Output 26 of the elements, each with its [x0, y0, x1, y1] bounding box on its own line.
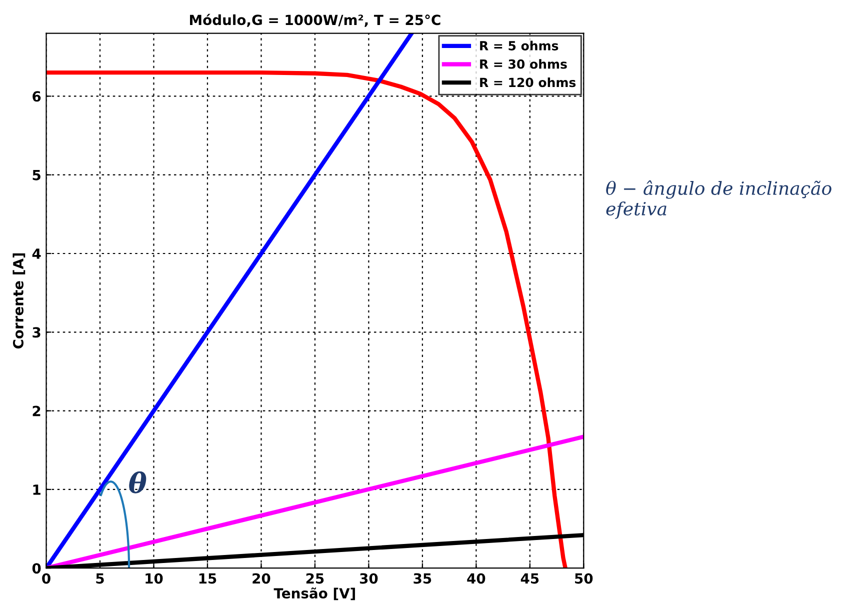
- x-tick-label: 30: [360, 573, 378, 584]
- legend-label: R = 120 ohms: [480, 77, 576, 88]
- chart-title: Módulo,G = 1000W/m², T = 25°C: [190, 14, 440, 27]
- legend-label: R = 30 ohms: [480, 59, 567, 69]
- annotation: θ: [129, 471, 146, 494]
- y-tick-label: 0: [32, 563, 41, 574]
- y-tick-label: 5: [32, 170, 40, 180]
- x-tick-label: 0: [42, 573, 50, 584]
- x-tick-label: 10: [146, 573, 163, 584]
- x-tick-label: 25: [306, 573, 324, 584]
- x-tick-label: 40: [467, 573, 486, 584]
- x-tick-label: 15: [199, 573, 216, 584]
- y-axis-title: Corrente [A]: [12, 253, 26, 349]
- x-tick-label: 50: [575, 573, 593, 584]
- y-tick-label: 3: [32, 327, 40, 338]
- x-tick-label: 35: [414, 573, 432, 584]
- y-tick-label: 4: [32, 248, 41, 259]
- text: θ − ângulo de inclinação efetiva: [606, 180, 832, 219]
- legend-label: R = 5 ohms: [480, 40, 558, 50]
- y-tick-label: 6: [32, 91, 41, 102]
- y-tick-label: 1: [33, 484, 40, 495]
- x-tick-label: 45: [520, 573, 539, 584]
- x-tick-label: 5: [96, 573, 104, 584]
- y-tick-label: 2: [32, 406, 40, 416]
- x-axis-title: Tensão [V]: [274, 588, 355, 600]
- x-tick-label: 20: [252, 573, 270, 584]
